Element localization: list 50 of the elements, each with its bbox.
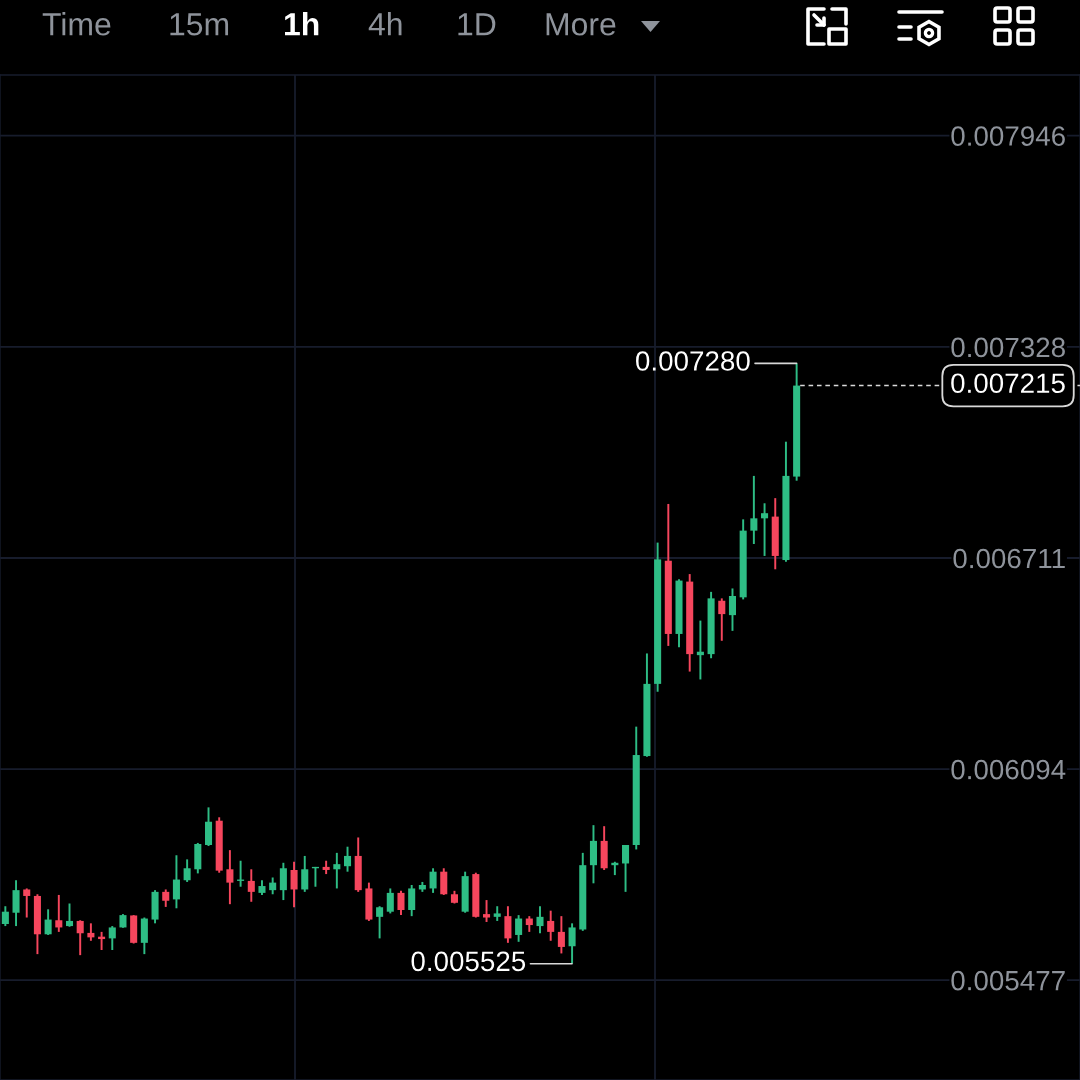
candlestick <box>386 887 394 915</box>
y-tick-label: 0.006711 <box>953 548 1065 569</box>
y-tick-label: 0.007328 <box>951 337 1065 358</box>
candlestick <box>376 905 384 940</box>
candlestick <box>333 851 341 890</box>
text: 1D <box>458 13 496 36</box>
text: More <box>546 13 616 36</box>
candlestick <box>344 845 352 873</box>
candlestick <box>76 919 84 957</box>
candlestick <box>718 597 726 642</box>
candlestick <box>23 887 31 919</box>
candlestick <box>547 909 555 942</box>
candlestick <box>183 858 191 883</box>
candlestick <box>44 908 52 936</box>
candlestick <box>108 925 116 951</box>
ref-line-label: 0.007215 <box>951 373 1065 394</box>
candlestick <box>12 879 20 928</box>
candlestick <box>55 893 63 933</box>
candlestick <box>568 922 576 965</box>
y-tick-label: 0.006094 <box>951 759 1066 780</box>
candlestick <box>504 905 512 944</box>
candlestick <box>408 884 416 918</box>
text: 1h <box>285 12 319 36</box>
candlestick <box>429 867 437 894</box>
candlestick <box>557 915 565 955</box>
candlestick <box>536 905 544 935</box>
annotation: 0.007280 <box>636 351 750 371</box>
y-tick-label: 0.007946 <box>951 126 1065 146</box>
candlestick <box>301 854 309 893</box>
candlestick <box>65 902 74 928</box>
candlestick <box>761 502 769 557</box>
candlestick <box>750 474 758 545</box>
text: 15m <box>170 13 229 36</box>
text: Time <box>42 12 111 36</box>
candlestick <box>1 905 9 928</box>
candlestick <box>483 899 491 923</box>
candlestick <box>247 868 255 903</box>
candlestick <box>440 867 448 896</box>
candlestick <box>172 854 180 910</box>
candlestick <box>290 860 298 909</box>
candlestick <box>226 849 234 906</box>
candlestick <box>397 889 405 917</box>
annotation: 0.005525 <box>411 951 526 972</box>
candlestick <box>279 861 287 902</box>
y-tick-label: 0.005477 <box>951 970 1065 991</box>
candlestick <box>515 914 523 943</box>
text: 4h <box>368 12 402 36</box>
candlestick <box>622 844 630 893</box>
candlestick <box>728 587 736 632</box>
candlestick <box>204 806 213 847</box>
